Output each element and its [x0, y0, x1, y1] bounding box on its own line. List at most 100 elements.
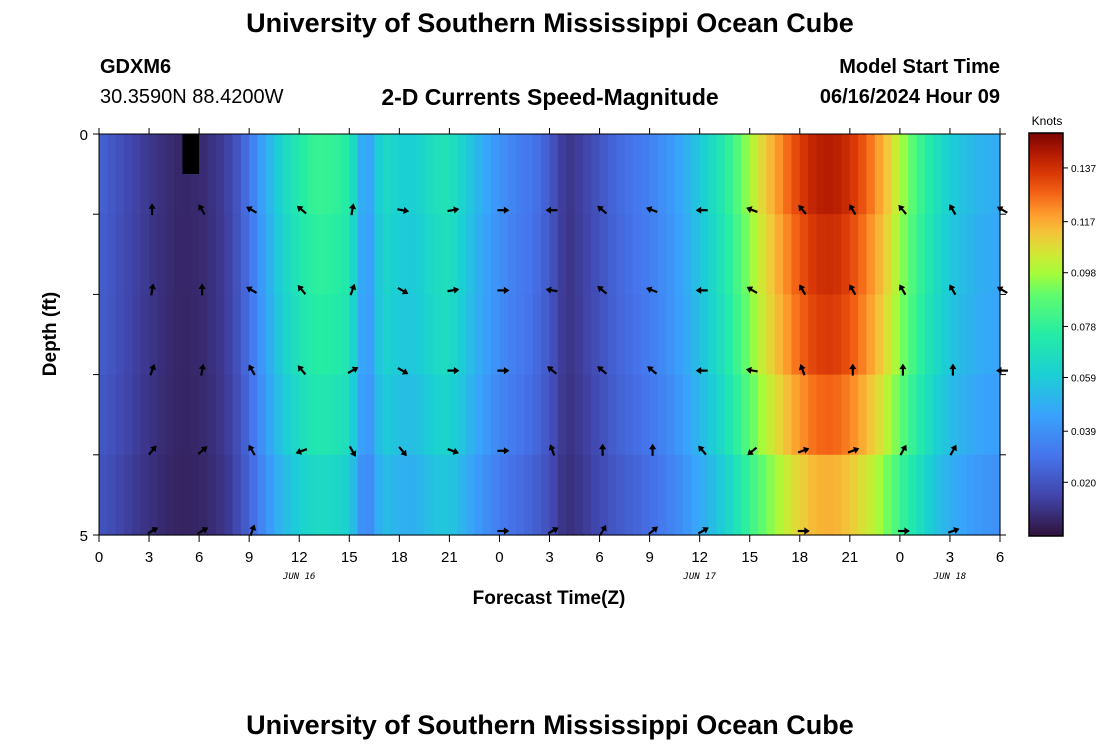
- heatmap-cell: [916, 214, 926, 295]
- heatmap-cell: [941, 294, 951, 376]
- velocity-arrow: [248, 444, 256, 456]
- heatmap-cell: [816, 134, 826, 215]
- heatmap-cell: [808, 214, 818, 295]
- heatmap-cell: [749, 374, 759, 456]
- heatmap-cell: [232, 134, 242, 215]
- heatmap-cell: [891, 214, 901, 295]
- heatmap-cell: [624, 134, 634, 215]
- x-tick-label: 15: [741, 549, 758, 566]
- heatmap-cell: [99, 214, 108, 295]
- heatmap-cell: [265, 134, 275, 215]
- velocity-arrow: [295, 447, 308, 455]
- heatmap-cell: [691, 134, 701, 215]
- heatmap-cell: [107, 134, 117, 215]
- heatmap-cell: [215, 214, 225, 295]
- velocity-arrow: [847, 446, 860, 454]
- footer-title: University of Southern Mississippi Ocean…: [246, 710, 854, 740]
- heatmap-cell: [682, 214, 692, 295]
- heatmap-cell: [908, 214, 918, 295]
- velocity-arrow: [698, 445, 707, 456]
- velocity-arrow: [246, 206, 258, 214]
- heatmap-cell: [724, 214, 734, 295]
- heatmap-cell: [674, 374, 684, 456]
- velocity-arrow: [347, 366, 359, 375]
- heatmap-cell: [949, 214, 959, 295]
- heatmap-cell: [274, 134, 284, 215]
- heatmap-cell: [774, 134, 784, 215]
- heatmap-cell: [958, 214, 968, 295]
- heatmap-cell: [416, 454, 425, 536]
- heatmap-cell: [441, 134, 450, 215]
- heatmap-cell: [207, 134, 217, 215]
- heatmap-cell: [691, 214, 701, 295]
- heatmap-cell: [816, 214, 826, 295]
- heatmap-cell: [891, 374, 901, 456]
- heatmap-cell: [157, 374, 167, 456]
- heatmap-cell: [808, 294, 818, 376]
- heatmap-cell: [432, 454, 442, 536]
- heatmap-cell: [265, 294, 275, 376]
- heatmap-cell: [708, 294, 717, 376]
- heatmap-cell: [132, 294, 142, 376]
- heatmap-cell: [149, 454, 158, 536]
- heatmap-cell: [607, 294, 617, 376]
- velocity-arrows: [147, 203, 1008, 537]
- heatmap-cell: [140, 214, 150, 295]
- heatmap-cell: [933, 134, 943, 215]
- heatmap-cell: [249, 454, 259, 536]
- velocity-arrow: [599, 443, 607, 456]
- heatmap-cell: [641, 294, 651, 376]
- heatmap-cell: [891, 134, 901, 215]
- heatmap-cell: [966, 134, 976, 215]
- x-tick-label: 12: [691, 549, 708, 566]
- heatmap-cell: [591, 134, 601, 215]
- heatmap-cell: [474, 214, 484, 295]
- heatmap-cell: [524, 374, 534, 456]
- heatmap-cell: [849, 214, 859, 295]
- heatmap-cell: [324, 294, 334, 376]
- heatmap-cell: [899, 294, 909, 376]
- heatmap-cell: [808, 374, 818, 456]
- heatmap-cell: [666, 294, 676, 376]
- heatmap-cell: [399, 214, 409, 295]
- heatmap-cell: [424, 454, 434, 536]
- heatmap-cell: [357, 294, 367, 376]
- heatmap-cell: [149, 294, 158, 376]
- heatmap-cell: [382, 134, 392, 215]
- heatmap-cell: [174, 374, 184, 456]
- heatmap-cell: [883, 134, 893, 215]
- heatmap-cell: [657, 134, 667, 215]
- heatmap-cell: [708, 134, 717, 215]
- heatmap-cell: [641, 454, 651, 536]
- heatmap-cell: [891, 454, 901, 536]
- velocity-arrow: [746, 286, 758, 294]
- heatmap-cell: [224, 454, 234, 536]
- heatmap-cell: [174, 294, 184, 376]
- heatmap-cell: [883, 214, 893, 295]
- heatmap-cell: [499, 374, 509, 456]
- heatmap-cell: [324, 134, 334, 215]
- heatmap-cell: [282, 454, 292, 536]
- heatmap-cell: [124, 134, 133, 215]
- heatmap-cell: [474, 374, 484, 456]
- heatmap-cell: [390, 454, 400, 536]
- heatmap-cell: [899, 454, 909, 536]
- heatmap-cell: [908, 134, 918, 215]
- x-tick-label: 3: [545, 549, 553, 566]
- heatmap-cell: [858, 134, 868, 215]
- heatmap-cell: [457, 134, 467, 215]
- heatmap-cell: [207, 374, 217, 456]
- heatmap-cell: [591, 454, 601, 536]
- heatmap-cell: [616, 454, 626, 536]
- heatmap-cell: [766, 134, 776, 215]
- heatmap-cell: [599, 454, 609, 536]
- heatmap-cell: [933, 294, 943, 376]
- heatmap-cell: [174, 214, 184, 295]
- heatmap-cell: [674, 134, 684, 215]
- heatmap-cell: [691, 454, 701, 536]
- heatmap-cell: [724, 374, 734, 456]
- colorbar-tick-label: 0.059: [1071, 373, 1096, 384]
- heatmap-cell: [616, 134, 626, 215]
- heatmap-cell: [958, 134, 968, 215]
- heatmap-cell: [799, 374, 809, 456]
